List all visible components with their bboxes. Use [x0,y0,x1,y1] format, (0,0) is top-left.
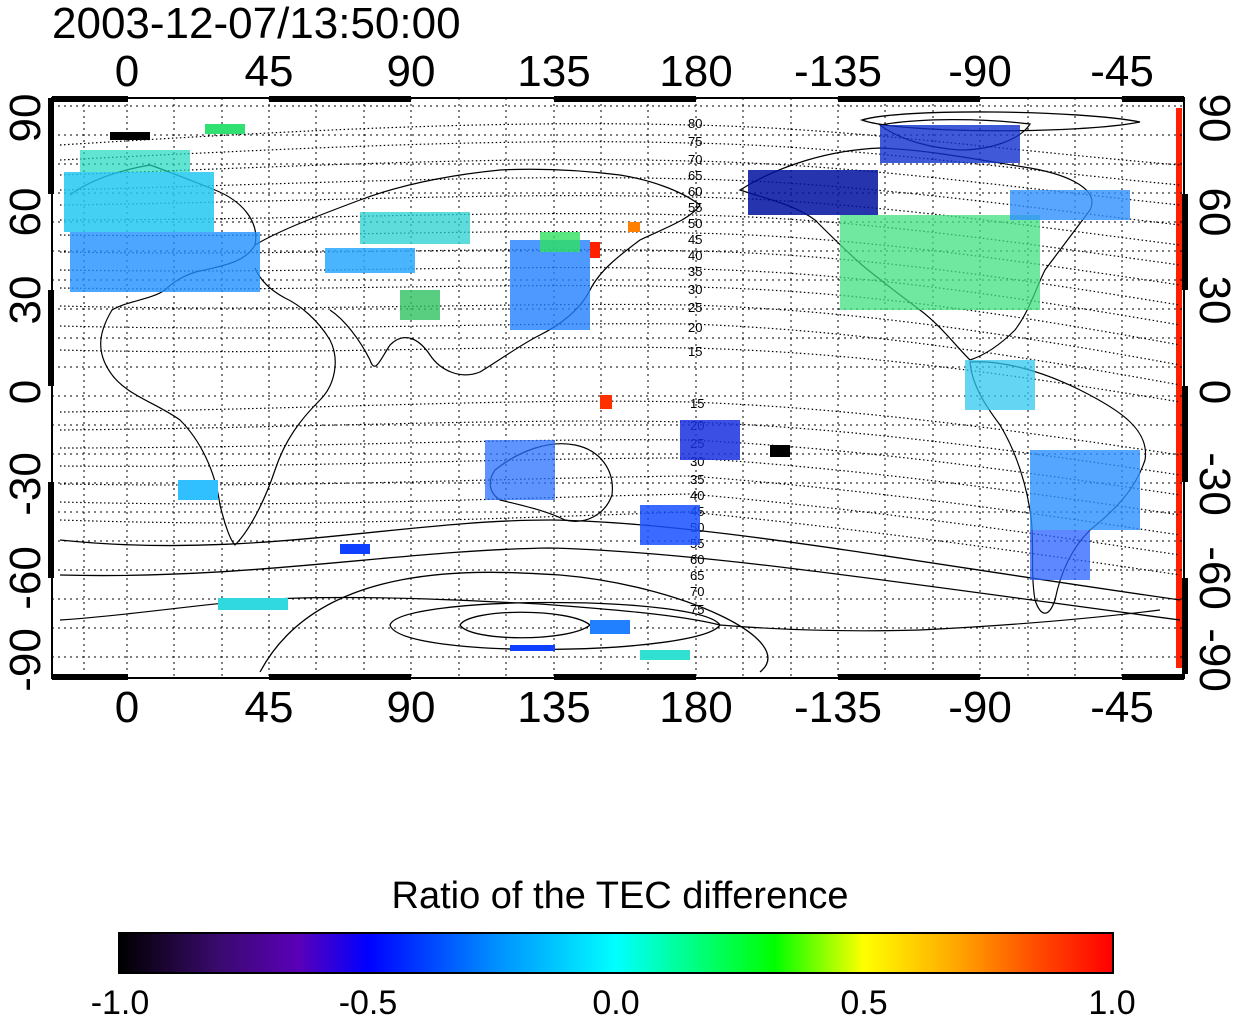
x-tick-bottom: -135 [793,683,883,732]
colorbar-tick: -0.5 [338,984,398,1022]
colorbar-tick: 1.0 [1088,984,1136,1022]
contour-label: 50 [688,216,702,231]
contour-label: 75 [690,602,704,617]
contour-label: 65 [688,168,702,183]
colorbar-label: Ratio of the TEC difference [391,875,849,917]
contour-label: 30 [688,282,702,297]
x-tick-bottom: 135 [517,683,591,732]
x-tick-bottom: -45 [1090,683,1154,732]
contour-label: 25 [688,300,702,315]
map-title: 2003-12-07/13:50:00 [52,0,461,48]
contour-label: 20 [688,320,702,335]
contour-label: 60 [690,552,704,567]
contour-label: 35 [688,264,702,279]
contour-label: 45 [688,232,702,247]
contour-label: 75 [688,134,702,149]
contour-label: 35 [690,472,704,487]
contour-label: 65 [690,568,704,583]
x-tick-bottom: 180 [659,683,733,732]
contour-label: 40 [690,488,704,503]
contour-label: 60 [688,184,702,199]
x-tick-top: 0 [114,47,140,96]
x-tick-top: -135 [793,47,883,96]
x-tick-top: 90 [386,47,436,96]
contour-label: 80 [688,116,702,131]
contour-label: 15 [690,396,704,411]
axis-bars [48,96,1188,680]
x-tick-top: 180 [659,47,733,96]
colorbar [118,932,1114,974]
colorbar-tick: -1.0 [90,984,150,1022]
x-tick-bottom: 0 [114,683,140,732]
x-tick-top: 135 [517,47,591,96]
x-tick-top: -90 [948,47,1012,96]
right-color-strip [1176,108,1182,668]
x-tick-bottom: -90 [948,683,1012,732]
world-map: 80 75 70 65 60 55 50 45 40 35 30 25 20 1… [48,96,1188,680]
colorbar-tick: 0.5 [840,984,888,1022]
contour-label: 70 [688,152,702,167]
x-tick-top: 45 [244,47,294,96]
contour-label: 70 [690,584,704,599]
contour-label: 40 [688,248,702,263]
colorbar-tick: 0.0 [592,984,640,1022]
x-tick-top: -45 [1090,47,1154,96]
tec-data-patches [64,124,1140,660]
x-tick-bottom: 90 [386,683,436,732]
southern-auroral-contours [59,111,1181,673]
contour-label: 15 [688,344,702,359]
x-tick-bottom: 45 [244,683,294,732]
